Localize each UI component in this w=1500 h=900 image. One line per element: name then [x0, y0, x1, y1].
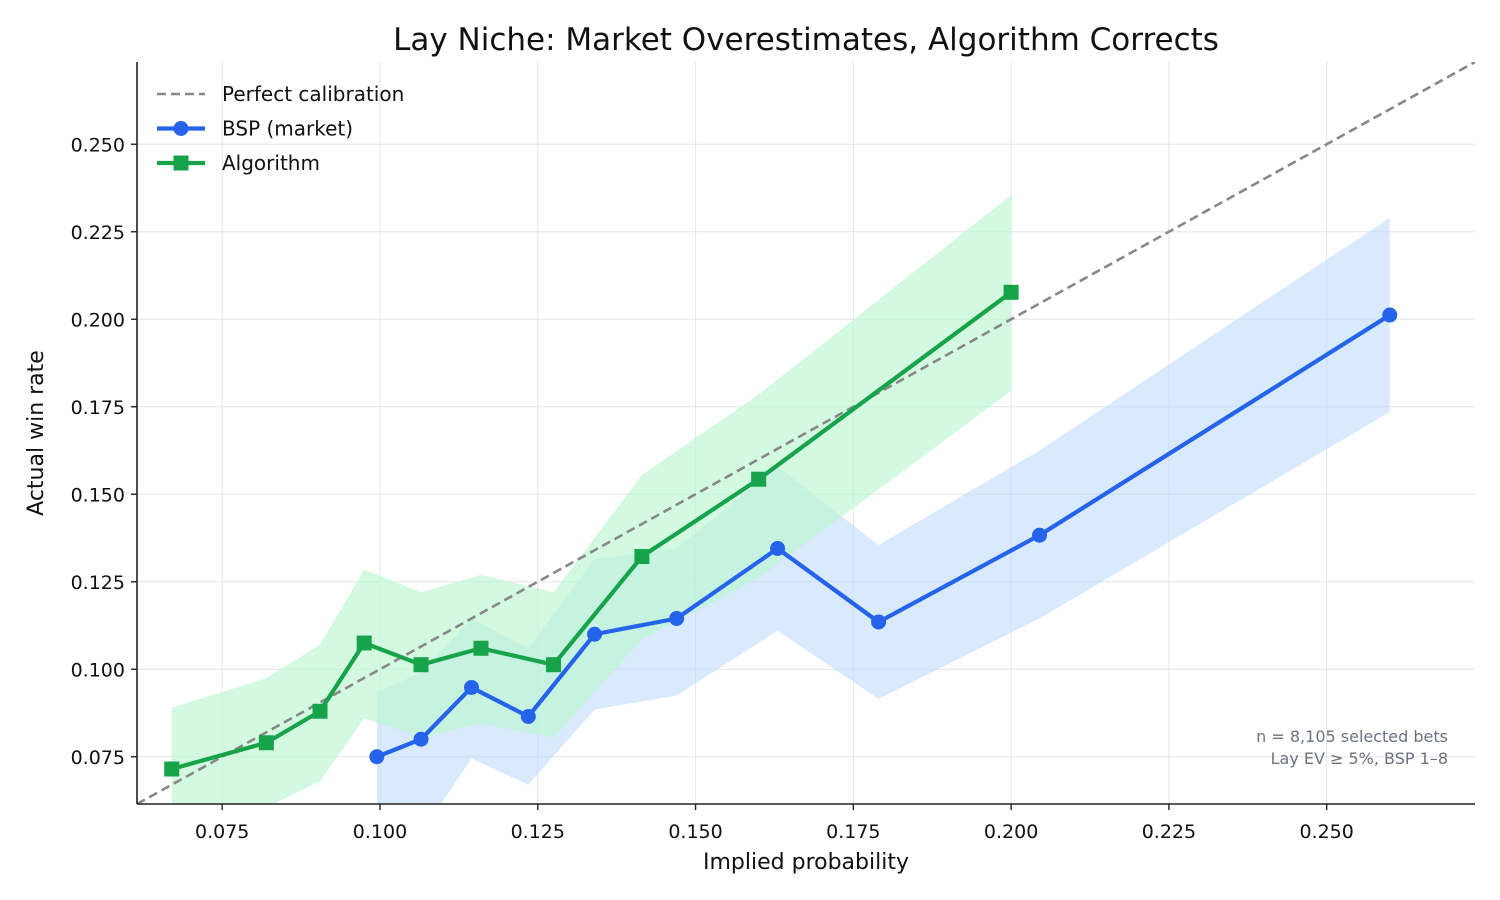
confidence-band	[171, 195, 1012, 804]
data-point	[871, 614, 887, 630]
series-markers	[164, 284, 1398, 777]
series-line	[169, 290, 1014, 772]
data-point	[473, 640, 489, 656]
data-point	[520, 709, 536, 724]
y-tick-label: 0.250	[71, 134, 125, 156]
x-tick-label: 0.175	[826, 821, 880, 843]
legend: Perfect calibration BSP (market) Algorithm	[157, 82, 404, 175]
y-tick-label: 0.075	[71, 747, 125, 769]
x-tick-label: 0.075	[195, 821, 249, 843]
x-tick-label: 0.250	[1299, 821, 1353, 843]
data-point	[369, 749, 385, 765]
data-point	[312, 703, 328, 719]
perfect-calibration-line-group	[137, 62, 1475, 804]
y-tick-label: 0.125	[71, 572, 125, 594]
x-tick-label: 0.100	[353, 821, 407, 843]
data-point	[587, 626, 603, 642]
y-tick-label: 0.100	[71, 659, 125, 681]
legend-label: Algorithm	[222, 151, 320, 175]
x-tick-label: 0.125	[511, 821, 565, 843]
chart-title: Lay Niche: Market Overestimates, Algorit…	[393, 22, 1219, 58]
data-point	[164, 761, 180, 777]
y-tick-label: 0.225	[71, 222, 125, 244]
x-tick-label: 0.200	[984, 821, 1038, 843]
data-point	[413, 731, 429, 747]
series-lines	[169, 290, 1392, 772]
data-point	[770, 541, 786, 556]
y-axis-label: Actual win rate	[24, 350, 49, 516]
legend-swatch-marker	[173, 121, 189, 136]
x-tick-label: 0.225	[1142, 821, 1196, 843]
sample-annotation: n = 8,105 selected bets Lay EV ≥ 5%, BSP …	[1256, 727, 1448, 768]
y-ticks: 0.075 0.100 0.125 0.150 0.175 0.200 0.225 0.250	[71, 134, 137, 769]
x-ticks: 0.075 0.100 0.125 0.150 0.175 0.200 0.225 0.250	[195, 804, 1354, 843]
data-point	[413, 657, 429, 673]
legend-label: BSP (market)	[222, 117, 353, 141]
data-point	[669, 611, 685, 626]
legend-label: Perfect calibration	[222, 82, 404, 106]
data-point	[634, 549, 650, 565]
legend-swatch-marker	[173, 155, 189, 171]
y-tick-label: 0.150	[71, 484, 125, 506]
y-tick-label: 0.200	[71, 309, 125, 331]
data-point	[1382, 307, 1398, 323]
data-point	[546, 657, 562, 673]
data-point	[464, 679, 479, 695]
data-point	[1003, 284, 1019, 300]
axes	[136, 62, 1475, 805]
data-point	[356, 635, 372, 651]
data-point	[258, 735, 274, 751]
x-axis-label: Implied probability	[703, 850, 909, 875]
confidence-band	[376, 217, 1390, 804]
annotation-line: n = 8,105 selected bets	[1256, 727, 1448, 746]
perfect-calibration-line	[137, 62, 1475, 804]
annotation-line: Lay EV ≥ 5%, BSP 1–8	[1271, 749, 1448, 768]
x-tick-label: 0.150	[668, 821, 722, 843]
confidence-bands	[171, 195, 1390, 804]
data-point	[751, 471, 767, 487]
y-tick-label: 0.175	[71, 397, 125, 419]
series-line	[374, 312, 1392, 759]
data-point	[1032, 527, 1048, 543]
